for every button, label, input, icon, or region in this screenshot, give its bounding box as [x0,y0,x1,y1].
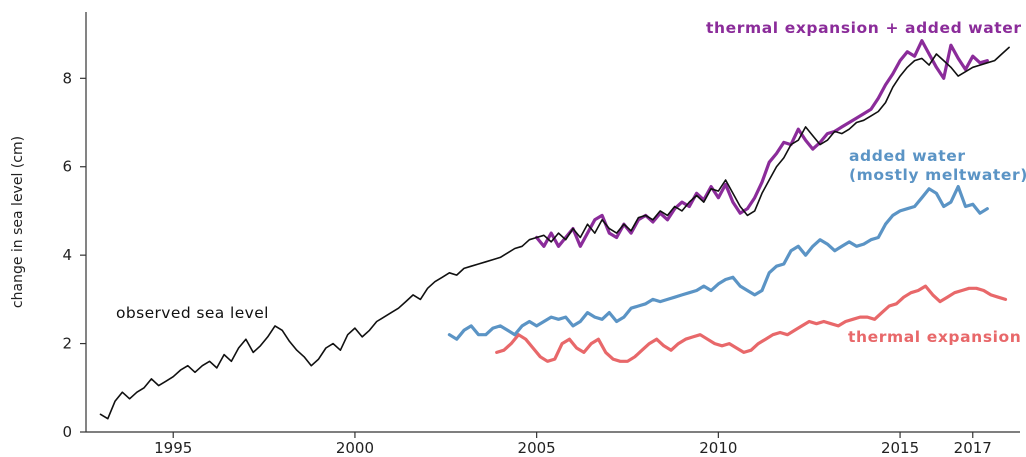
series-line-thermal-expansion-added-water [534,39,989,248]
y-axis-label: change in sea level (cm) [10,136,26,308]
x-tick-label: 2010 [699,439,737,457]
annotation-added-water: added water [849,147,966,165]
annotation-thermal-expansion: thermal expansion [848,328,1021,346]
x-tick-label: 2017 [954,439,992,457]
x-tick-label: 2015 [881,439,919,457]
x-tick-label: 2000 [336,439,374,457]
x-tick-label: 2005 [518,439,556,457]
y-tick-label: 0 [62,423,72,441]
ticks: 0 2 4 6 8 1995 2000 2005 2010 2015 2017 [62,69,991,457]
series-line-observed-sea-level [99,46,1010,420]
series-line-thermal-expansion [495,284,1008,363]
annotation-mostly-meltwater: (mostly meltwater) [849,166,1026,184]
series-layer [99,39,1010,420]
annotation-observed-sea-level: observed sea level [116,304,269,322]
x-tick-label: 1995 [154,439,192,457]
y-tick-label: 4 [62,246,72,264]
series-line-added-water-mostly-meltwater- [447,185,989,341]
y-tick-label: 8 [62,69,72,87]
axes [85,12,1020,433]
annotation-thermal-plus-added: thermal expansion + added water [706,19,1022,37]
y-tick-label: 2 [62,335,72,353]
y-tick-label: 6 [62,158,72,176]
